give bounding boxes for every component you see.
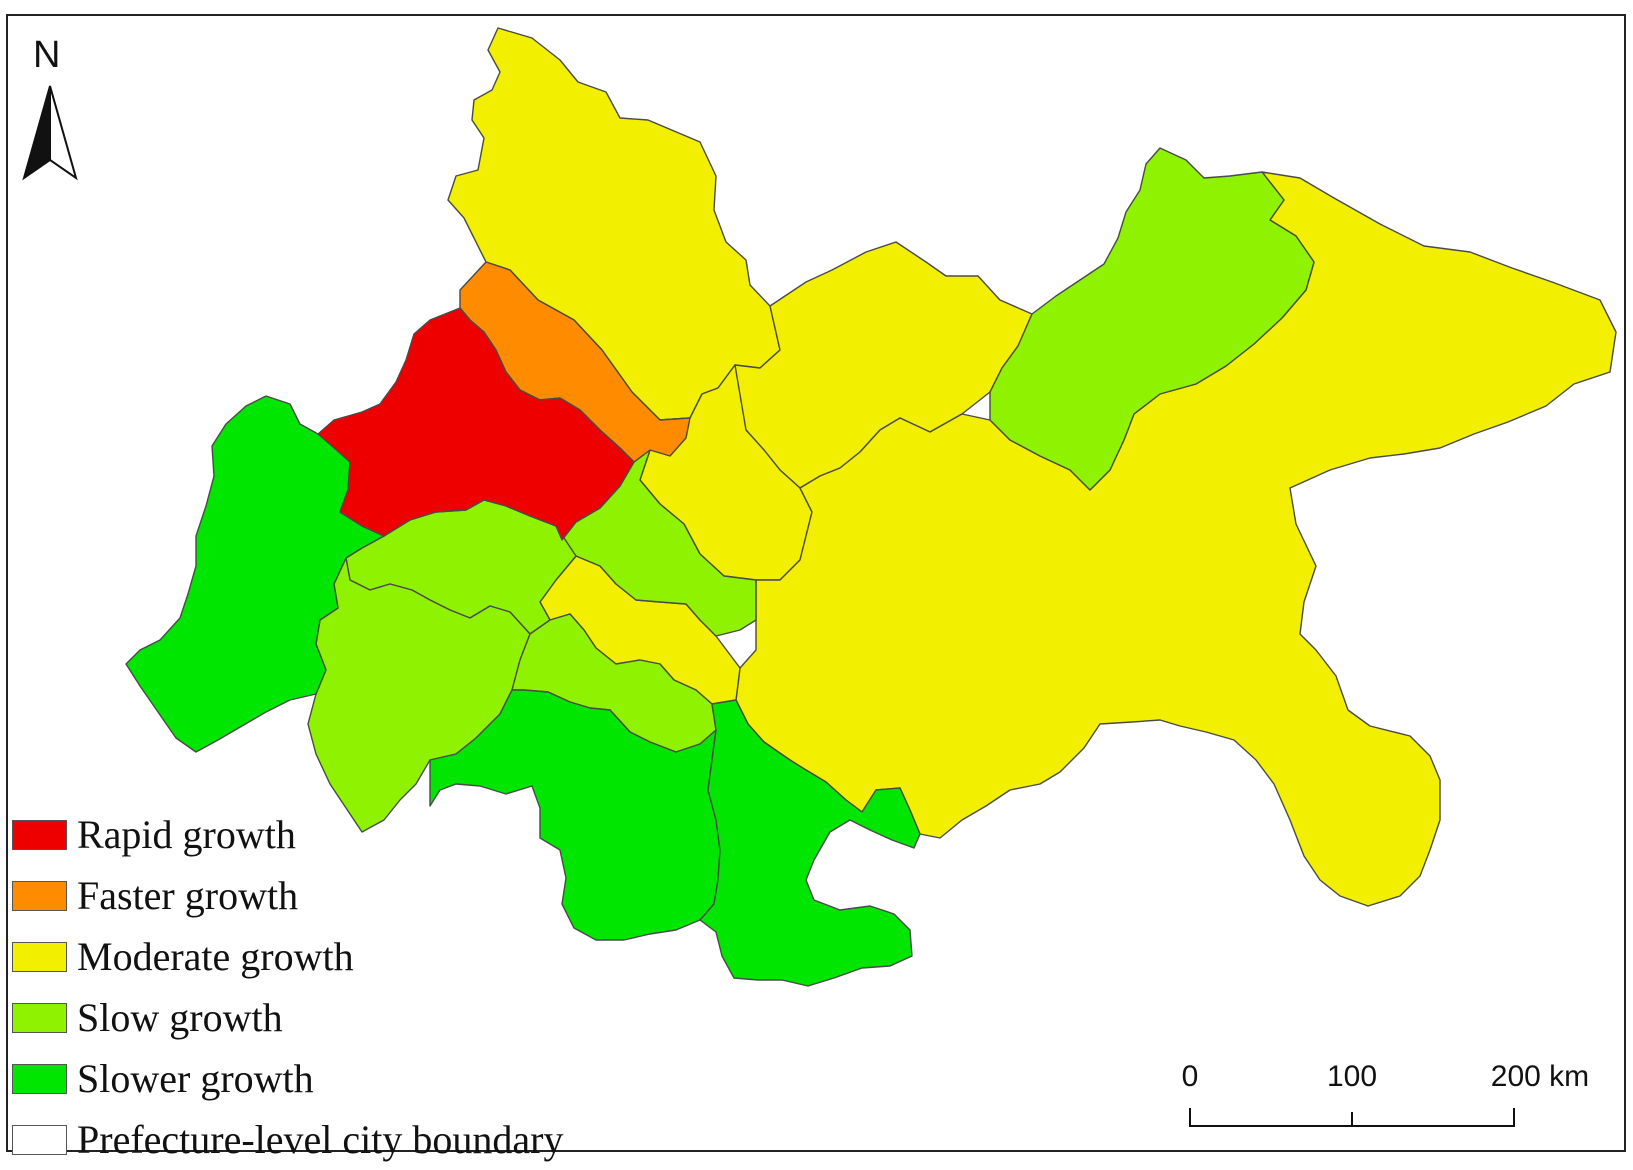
north-label: N [33,34,61,76]
legend-item-slower-growth: Slower growth [12,1048,692,1109]
scale-label-100: 100 [1327,1060,1377,1093]
legend-label-moderate-growth: Moderate growth [77,933,354,979]
scale-bar: 0 100 200 km [1182,1060,1589,1127]
legend-item-slow-growth: Slow growth [12,987,692,1048]
legend-label-rapid-growth: Rapid growth [77,811,296,857]
map-legend: Rapid growth Faster growth Moderate grow… [12,804,692,1170]
legend-swatch-boundary [12,1124,67,1155]
legend-swatch-rapid-growth [12,819,67,850]
legend-label-boundary: Prefecture-level city boundary [77,1116,564,1162]
scale-label-200-km: 200 km [1491,1060,1589,1093]
legend-item-rapid-growth: Rapid growth [12,804,692,865]
legend-label-faster-growth: Faster growth [77,872,299,918]
scale-label-0: 0 [1182,1060,1199,1093]
legend-item-faster-growth: Faster growth [12,865,692,926]
legend-swatch-faster-growth [12,880,67,911]
legend-swatch-moderate-growth [12,941,67,972]
legend-swatch-slower-growth [12,1063,67,1094]
region-slow-growth[interactable] [989,147,1315,491]
legend-swatch-slow-growth [12,1002,67,1033]
region-slower-growth[interactable] [699,699,921,987]
region-rapid-growth[interactable] [317,307,635,541]
legend-item-boundary: Prefecture-level city boundary [12,1109,692,1170]
north-arrow-icon [22,85,78,181]
legend-label-slow-growth: Slow growth [77,994,283,1040]
region-slower-growth[interactable] [429,689,721,941]
legend-label-slower-growth: Slower growth [77,1055,314,1101]
legend-item-moderate-growth: Moderate growth [12,926,692,987]
